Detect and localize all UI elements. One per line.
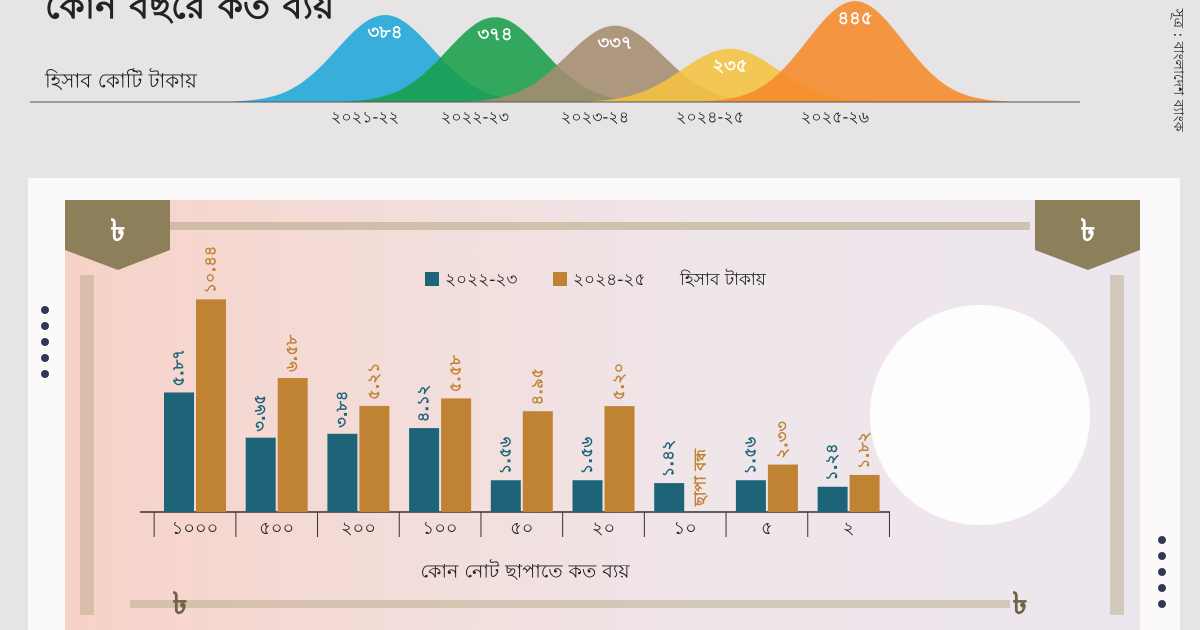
x-tick-label: ১০ [674, 518, 697, 539]
bar [572, 480, 603, 512]
value-label: ১.৫৬ [495, 436, 514, 474]
x-tick-label: ২০০ [341, 518, 376, 539]
bar [654, 483, 685, 512]
dot [1158, 552, 1166, 560]
bar [522, 411, 553, 512]
bar [849, 474, 880, 512]
bar [409, 428, 440, 512]
bar [277, 378, 308, 512]
bar [164, 392, 194, 512]
value-label: ১.৪২ [659, 440, 678, 477]
value-label: ১.৮২ [854, 432, 873, 469]
bar [196, 299, 226, 512]
category-label: ২০২৫-২৬ [801, 108, 869, 127]
legend-swatch [553, 272, 567, 286]
unit-note: হিসাব টাকায় [679, 269, 767, 290]
dot [41, 306, 49, 314]
legend-label: ২০২২-২৩ [445, 270, 517, 290]
chart-title: কোন নোট ছাপাতে কত ব্যয় [420, 560, 630, 583]
category-label: ২০২৪-২৫ [676, 108, 744, 127]
watermark [870, 305, 1090, 525]
value-label: ৫.২১ [364, 363, 383, 400]
value-label: ২.৩৩ [772, 421, 791, 459]
value-label: ৪.১২ [414, 385, 433, 422]
dot [41, 322, 49, 330]
title: কোন বছরে কত ব্যয় [45, 0, 336, 27]
value-label: ৬.৫৮ [282, 334, 301, 372]
legend-label: ২০২৪-২৫ [573, 270, 645, 290]
value-label: ছাপা বন্ধ [691, 448, 710, 507]
dot [1158, 536, 1166, 544]
x-tick-label: ৫০ [510, 518, 533, 539]
corner [1035, 200, 1140, 270]
x-tick-label: ৫০০ [259, 518, 294, 539]
bar [359, 405, 390, 512]
bar [441, 398, 472, 512]
value-label: ৩৩৭ [597, 33, 632, 54]
taka-symbol: ৳ [173, 587, 188, 622]
top-chart: ৩৮৪ ২০২১-২২ ৩৭৪ ২০২২-২৩ ৩৩৭ ২০২৩-২৪ ২৩৫ ২০২৪-২৫… [185, 1, 1055, 127]
value-label: ৫.২০ [609, 363, 628, 400]
border-right [1110, 275, 1124, 615]
taka-symbol: ৳ [1081, 214, 1096, 249]
value-label: ১০.৪৪ [201, 246, 220, 294]
bar [767, 464, 798, 512]
border-left [80, 275, 94, 615]
value-label: ৫.৮৭ [169, 349, 188, 386]
dot [41, 338, 49, 346]
taka-symbol: ৳ [111, 214, 126, 249]
border-top [170, 222, 1030, 230]
bar [327, 433, 358, 512]
value-label: ৩৭৪ [477, 24, 512, 45]
value-label: ৩৮৪ [367, 22, 402, 43]
category-label: ২০২১-২২ [331, 108, 399, 127]
curve [530, 48, 930, 102]
value-label: ৪৪৫ [837, 8, 872, 29]
taka-symbol: ৳ [1013, 587, 1028, 622]
x-tick-label: ১০০ [423, 518, 458, 539]
border-bottom [130, 600, 1010, 608]
bar [735, 480, 766, 512]
dot [41, 354, 49, 362]
value-label: ৩.৬৫ [250, 394, 269, 431]
subtitle: হিসাব কোটি টাকায় [44, 69, 198, 93]
source: সূত্র : বাংলাদেশ ব্যাংক [1170, 8, 1186, 132]
value-label: ৪.৯৫ [527, 368, 546, 405]
bar [490, 480, 521, 512]
dot [1158, 568, 1166, 576]
value-label: ১.৫৬ [577, 436, 596, 474]
value-label: ৩.৮৪ [332, 391, 351, 428]
x-tick-label: ৫ [761, 518, 773, 539]
corner [65, 200, 170, 270]
value-label: ২৩৫ [712, 56, 747, 77]
category-label: ২০২২-২৩ [441, 108, 509, 127]
bar [245, 437, 276, 512]
curve [655, 1, 1055, 103]
value-label: ৫.৫৮ [446, 355, 465, 393]
dot [1158, 584, 1166, 592]
curve [415, 25, 815, 103]
curve [295, 17, 695, 103]
category-label: ২০২৩-২৪ [561, 108, 629, 127]
value-label: ১.৫৬ [740, 436, 759, 474]
bar-chart: ১০০০ ৫০০ ২০০ ১০০ ৫০ ২০ ১০ ৫ ২ ২০২২-২৩ ৫.৮৭ ৩.৬৫ ৩.৮৪… [140, 246, 890, 583]
bar [817, 486, 848, 512]
dot [41, 370, 49, 378]
legend-swatch [425, 272, 439, 286]
x-tick-label: ১০০০ [172, 518, 219, 539]
curve [185, 15, 585, 102]
x-tick-label: ২০ [592, 518, 615, 539]
x-tick-label: ২ [843, 518, 855, 539]
bar [604, 406, 635, 512]
dot [1158, 600, 1166, 608]
value-label: ১.২৪ [822, 443, 841, 480]
